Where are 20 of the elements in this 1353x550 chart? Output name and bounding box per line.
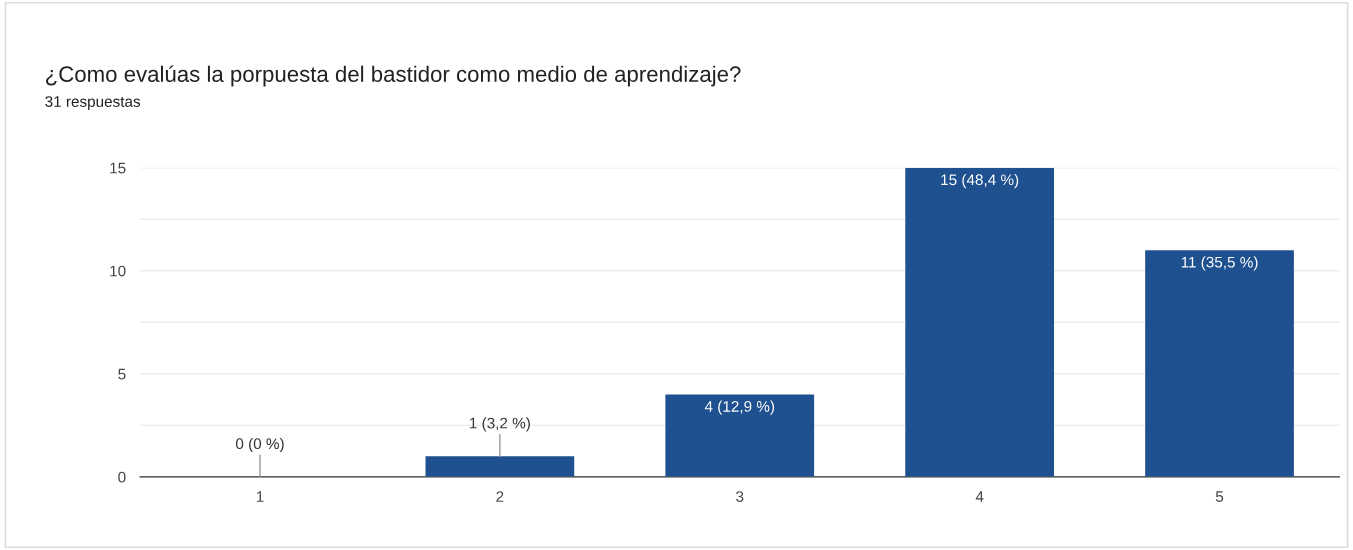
data-label: 15 (48,4 %) [941, 173, 1019, 189]
x-tick-label: 5 [1215, 491, 1224, 502]
data-label: 11 (35,5 %) [1181, 256, 1258, 271]
bar [665, 394, 815, 477]
y-tick-label: 5 [118, 368, 126, 380]
y-tick-label: 10 [110, 265, 126, 277]
bar [1145, 250, 1294, 477]
x-tick-label: 3 [736, 491, 744, 502]
bar [425, 456, 575, 477]
x-tick-label: 2 [496, 491, 504, 502]
data-label: 1 (3,2 %) [470, 417, 530, 432]
data-label: 4 (12,9 %) [704, 400, 775, 415]
data-label: 0 (0 %) [235, 437, 284, 453]
y-tick-label: 0 [118, 471, 126, 483]
chart-subtitle: 31 respuestas [45, 96, 141, 110]
chart-title: ¿Como evalúas la porpuesta del bastidor como medio de aprendizaje? [46, 65, 741, 87]
x-tick-label: 4 [975, 491, 984, 502]
y-tick-label: 15 [110, 162, 126, 174]
x-tick-label: 1 [256, 491, 264, 502]
bar [905, 167, 1054, 477]
